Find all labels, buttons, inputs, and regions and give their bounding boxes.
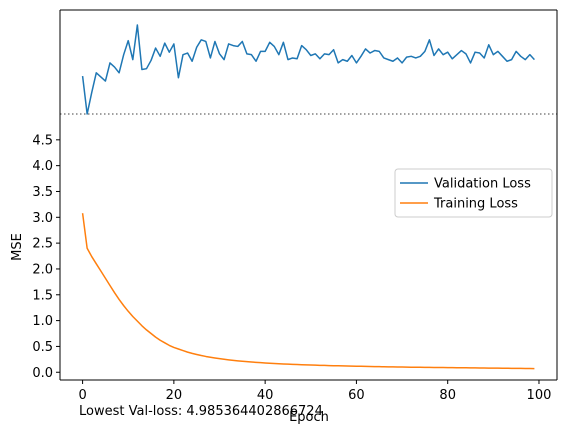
y-tick-label: 4.5	[32, 133, 53, 148]
y-tick-label: 4.0	[32, 159, 53, 174]
y-axis-label: MSE	[10, 233, 25, 261]
x-tick-label: 80	[439, 388, 456, 403]
y-tick-label: 3.5	[32, 185, 53, 200]
validation-loss-line	[81, 24, 535, 115]
x-tick-label: 0	[78, 388, 86, 403]
legend-label-validation: Validation Loss	[434, 177, 531, 192]
legend-box	[394, 168, 553, 218]
x-tick-label: 100	[527, 388, 552, 403]
training-loss-line	[81, 213, 535, 370]
legend: Validation Loss Training Loss	[394, 168, 553, 218]
y-tick-label: 1.0	[32, 314, 53, 329]
y-axis-ticks: 0.0 0.5 1.0 1.5 2.0 2.5 3.0 3.5 4.0 4.5	[32, 133, 60, 381]
y-tick-label: 2.0	[32, 262, 53, 277]
y-tick-label: 3.0	[32, 211, 53, 226]
x-tick-label: 20	[166, 388, 183, 403]
x-axis-label: Epoch	[289, 410, 329, 425]
y-tick-label: 2.5	[32, 237, 53, 252]
x-tick-label: 40	[257, 388, 274, 403]
y-tick-label: 0.5	[32, 340, 53, 355]
y-tick-label: 0.0	[32, 366, 53, 381]
x-axis-ticks: 0 20 40 60 80 100	[78, 380, 551, 403]
lower-panel: 0.0 0.5 1.0 1.5 2.0 2.5 3.0 3.5 4.0 4.5 0 20 40 60 80…	[32, 114, 558, 403]
x-tick-label: 60	[348, 388, 365, 403]
y-tick-label: 1.5	[32, 288, 53, 303]
legend-label-training: Training Loss	[433, 197, 518, 212]
lowest-val-loss-text: Lowest Val-loss: 4.985364402866724	[79, 404, 323, 419]
upper-panel-frame	[59, 9, 558, 114]
upper-panel	[59, 9, 558, 115]
